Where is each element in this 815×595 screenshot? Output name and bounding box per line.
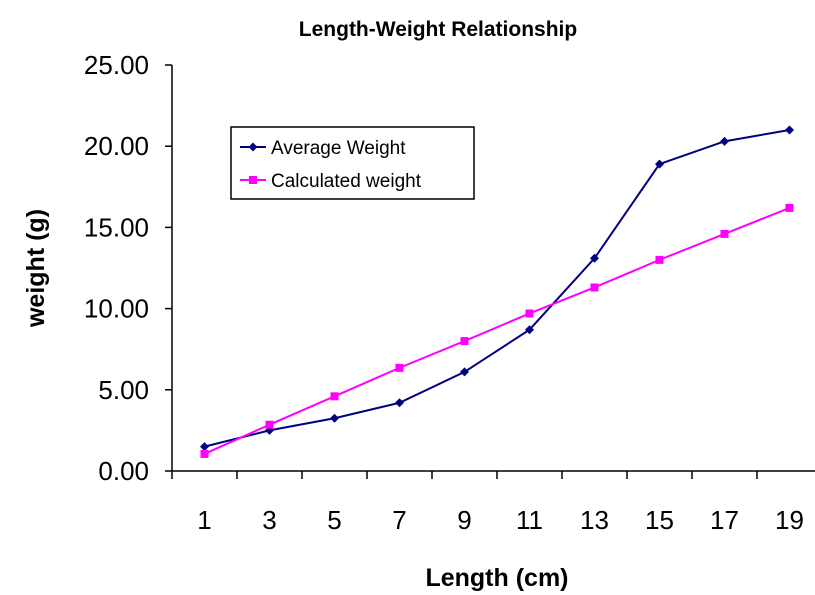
data-point (265, 420, 274, 429)
series-1 (200, 125, 794, 452)
y-tick-label: 20.00 (84, 131, 149, 161)
y-axis-title: weight (g) (22, 209, 50, 328)
x-tick-label: 19 (775, 505, 804, 535)
data-point (655, 255, 664, 264)
data-point (460, 337, 469, 346)
x-tick-label: 1 (197, 505, 211, 535)
legend-item: Calculated weight (240, 171, 422, 192)
data-point (330, 392, 339, 401)
data-point (395, 398, 404, 408)
data-point (200, 449, 209, 458)
y-tick-label: 5.00 (98, 375, 149, 405)
legend-marker (249, 176, 257, 184)
data-point (720, 136, 729, 146)
data-point (525, 325, 534, 335)
series-line (204, 206, 790, 455)
data-point (460, 367, 469, 377)
x-tick-label: 17 (710, 505, 739, 535)
y-tick-label: 25.00 (84, 50, 149, 80)
legend-label: Calculated weight (271, 171, 422, 192)
data-point (655, 159, 664, 169)
chart-title: Length-Weight Relationship (299, 18, 577, 41)
data-point (525, 309, 534, 318)
y-tick-labels: 0.00 5.00 10.00 15.00 20.00 25.00 (84, 50, 149, 486)
legend-item: Average Weight (240, 138, 406, 159)
data-point (785, 203, 794, 212)
data-point (395, 363, 404, 372)
data-point (785, 125, 794, 135)
axes (165, 64, 815, 479)
data-point (200, 442, 209, 452)
x-tick-label: 5 (327, 505, 341, 535)
x-tick-label: 7 (392, 505, 406, 535)
legend-box (230, 126, 475, 200)
y-tick-label: 15.00 (84, 212, 149, 242)
y-tick-label: 10.00 (84, 294, 149, 324)
legend-marker (248, 142, 258, 152)
x-axis-title: Length (cm) (425, 564, 568, 592)
series-line (204, 128, 790, 448)
y-tick-label: 0.00 (98, 456, 149, 486)
data-point (590, 283, 599, 292)
x-tick-label: 15 (645, 505, 674, 535)
data-point (330, 413, 339, 423)
x-tick-labels: 1 3 5 7 9 11 13 15 17 19 (197, 505, 804, 535)
x-tick-label: 13 (580, 505, 609, 535)
x-tick-label: 11 (516, 505, 543, 535)
series-layer (200, 125, 794, 458)
legend: Average Weight Calculated weight (230, 126, 475, 200)
data-point (590, 253, 599, 263)
data-point (720, 229, 729, 238)
legend-label: Average Weight (271, 138, 406, 159)
x-tick-label: 3 (262, 505, 276, 535)
x-tick-label: 9 (457, 505, 471, 535)
series-2 (200, 203, 794, 458)
